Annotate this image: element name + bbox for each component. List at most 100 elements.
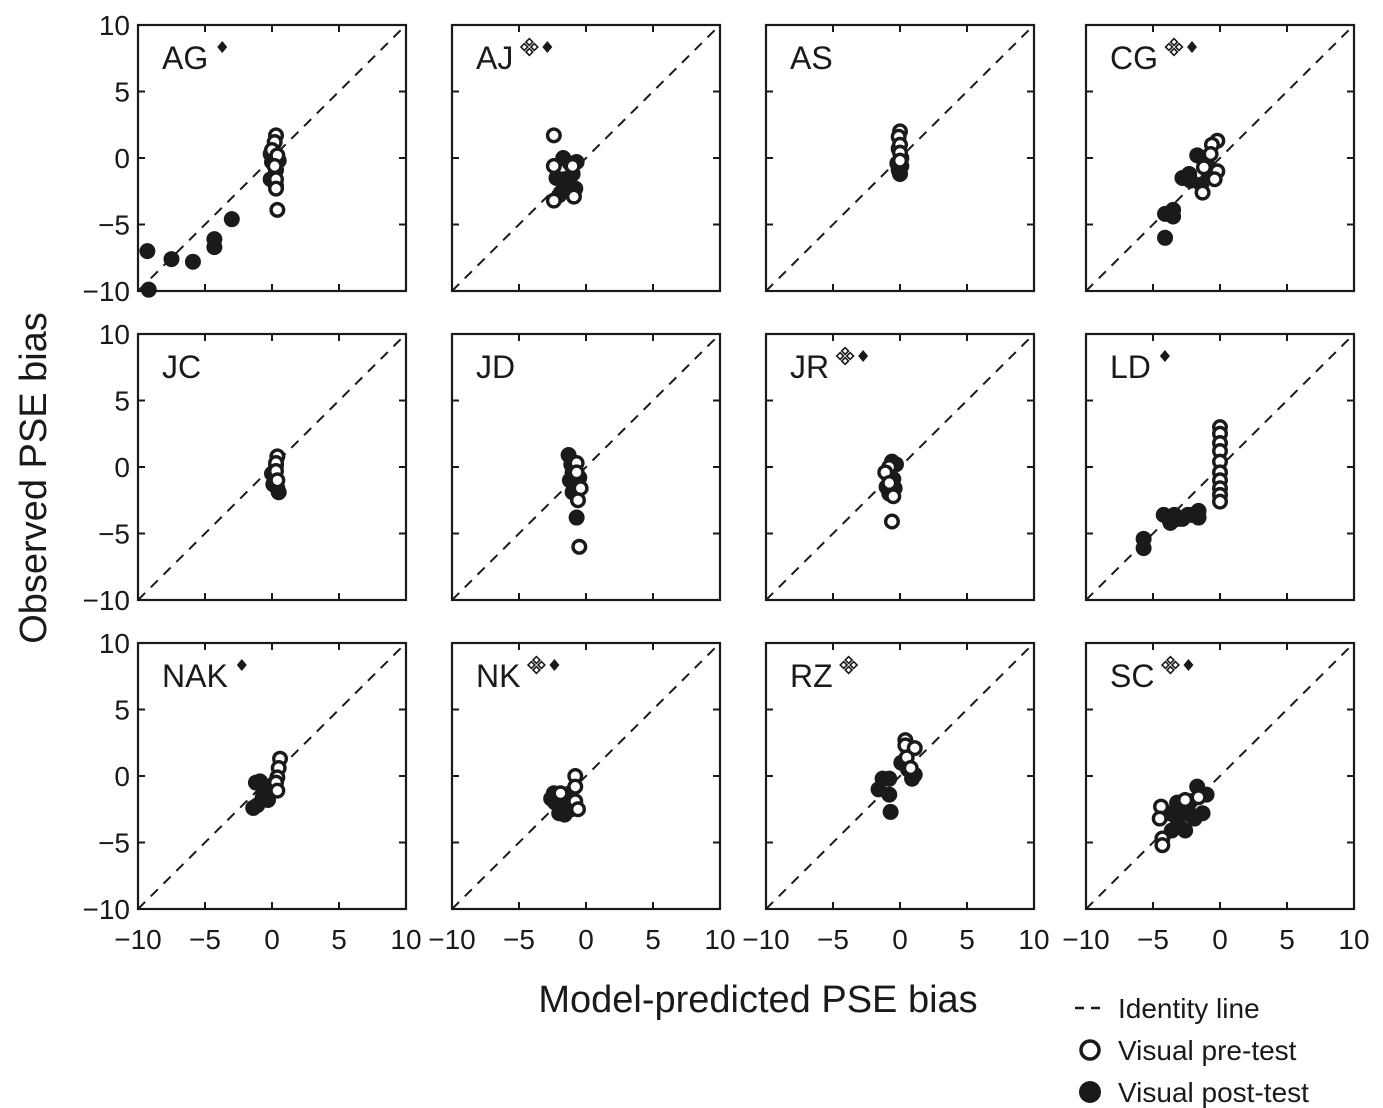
post-test-point [881,770,898,787]
filled-diamond-icon [236,659,247,671]
panel-title: AG [162,40,208,76]
post-test-point [245,799,262,816]
panel-ld: LD [1084,332,1356,602]
identity-line [1085,642,1355,910]
pre-test-point [902,760,919,777]
panel-as: AS [764,23,1036,293]
y-tick-label: 0 [114,143,130,174]
pre-test-point [1177,791,1194,808]
post-test-point [139,243,156,260]
y-tick-label: −5 [98,828,130,859]
identity-line [451,24,721,292]
pre-test-point [568,464,585,481]
x-tick-label: −10 [428,924,476,955]
x-tick-label: 10 [390,924,421,955]
y-tick-label: 10 [99,319,130,350]
identity-line [451,642,721,910]
panel-nk: −10 −5 0 5 10 NK [428,641,736,955]
x-tick-label: 0 [578,924,594,955]
filled-diamond-icon [217,41,228,53]
filled-diamond-icon [542,41,553,53]
open-cross-petal [519,42,529,52]
panel-nak: 10 5 0 −5 −10−10 −5 0 5 10 NAK [83,628,422,955]
pre-test-point [892,152,909,169]
open-cross-icon [835,346,855,366]
panel-jr: JR [764,332,1036,602]
post-test-point [1177,822,1194,839]
post-test-point [254,789,271,806]
open-cross-petal [839,660,849,670]
pre-test-point [1195,159,1212,176]
open-cross-petal [524,37,534,47]
post-test-point [1194,805,1211,822]
panel-title: RZ [790,658,833,694]
legend-filled-circle-icon [1079,1081,1101,1103]
panel-title: JC [162,349,201,385]
pre-test-point [881,474,898,491]
y-tick-label: 10 [99,10,130,41]
pre-test-point [552,785,569,802]
y-tick-label: 5 [114,386,130,417]
panel-sc: −10 −5 0 5 10 SC [1062,641,1370,955]
panel-aj: AJ [450,23,722,293]
filled-diamond-icon [858,350,869,362]
y-tick-label: 10 [99,628,130,659]
pre-test-point [1211,493,1228,510]
open-cross-petal [1164,42,1174,52]
open-cross-icon [839,655,859,675]
y-axis-label: Observed PSE bias [13,312,55,644]
pre-test-point [1202,146,1219,163]
axes-frame [450,23,722,293]
open-cross-petal [536,660,546,670]
x-tick-label: −5 [817,924,849,955]
panel-title: AJ [476,40,513,76]
open-cross-petal [844,665,854,675]
open-cross-petal [1160,660,1170,670]
axes-frame [136,332,408,602]
x-tick-label: 0 [1212,924,1228,955]
y-tick-label: 5 [114,77,130,108]
y-tick-label: −10 [83,276,131,307]
pre-test-point [269,472,286,489]
open-cross-petal [1165,655,1175,665]
panel-title: CG [1110,40,1158,76]
axes-frame [450,332,722,602]
x-tick-label: −10 [742,924,790,955]
y-tick-label: −10 [83,585,131,616]
post-test-point [1190,509,1207,526]
x-tick-label: −5 [189,924,221,955]
open-cross-icon [526,655,546,675]
identity-line [765,642,1035,910]
pre-test-point [567,778,584,795]
post-test-point [140,281,157,298]
pre-test-point [1190,789,1207,806]
post-test-point [1165,208,1182,225]
open-cross-petal [1174,42,1184,52]
panel-title: JR [790,349,829,385]
legend-label-posttest: Visual post-test [1118,1077,1309,1108]
y-tick-label: −5 [98,519,130,550]
panel-rz: −10 −5 0 5 10 RZ [742,641,1050,955]
post-test-point [163,251,180,268]
post-test-point [892,165,908,182]
x-tick-label: −10 [1062,924,1110,955]
open-cross-icon [519,37,539,57]
open-cross-icon [1160,655,1180,675]
pre-test-point [569,801,586,818]
open-cross-petal [1170,660,1180,670]
pre-test-point [269,782,286,799]
post-test-point [568,509,585,526]
x-tick-label: −10 [114,924,162,955]
pre-test-point [266,157,283,174]
axes-frame [764,332,1036,602]
open-cross-petal [1169,47,1179,57]
pre-test-point [268,180,285,197]
x-tick-label: 5 [645,924,661,955]
identity-line [451,333,721,601]
legend-label-pretest: Visual pre-test [1118,1035,1297,1066]
pre-test-point [545,192,562,209]
open-cross-petal [844,655,854,665]
panel-title: SC [1110,658,1154,694]
panel-title: JD [476,349,515,385]
